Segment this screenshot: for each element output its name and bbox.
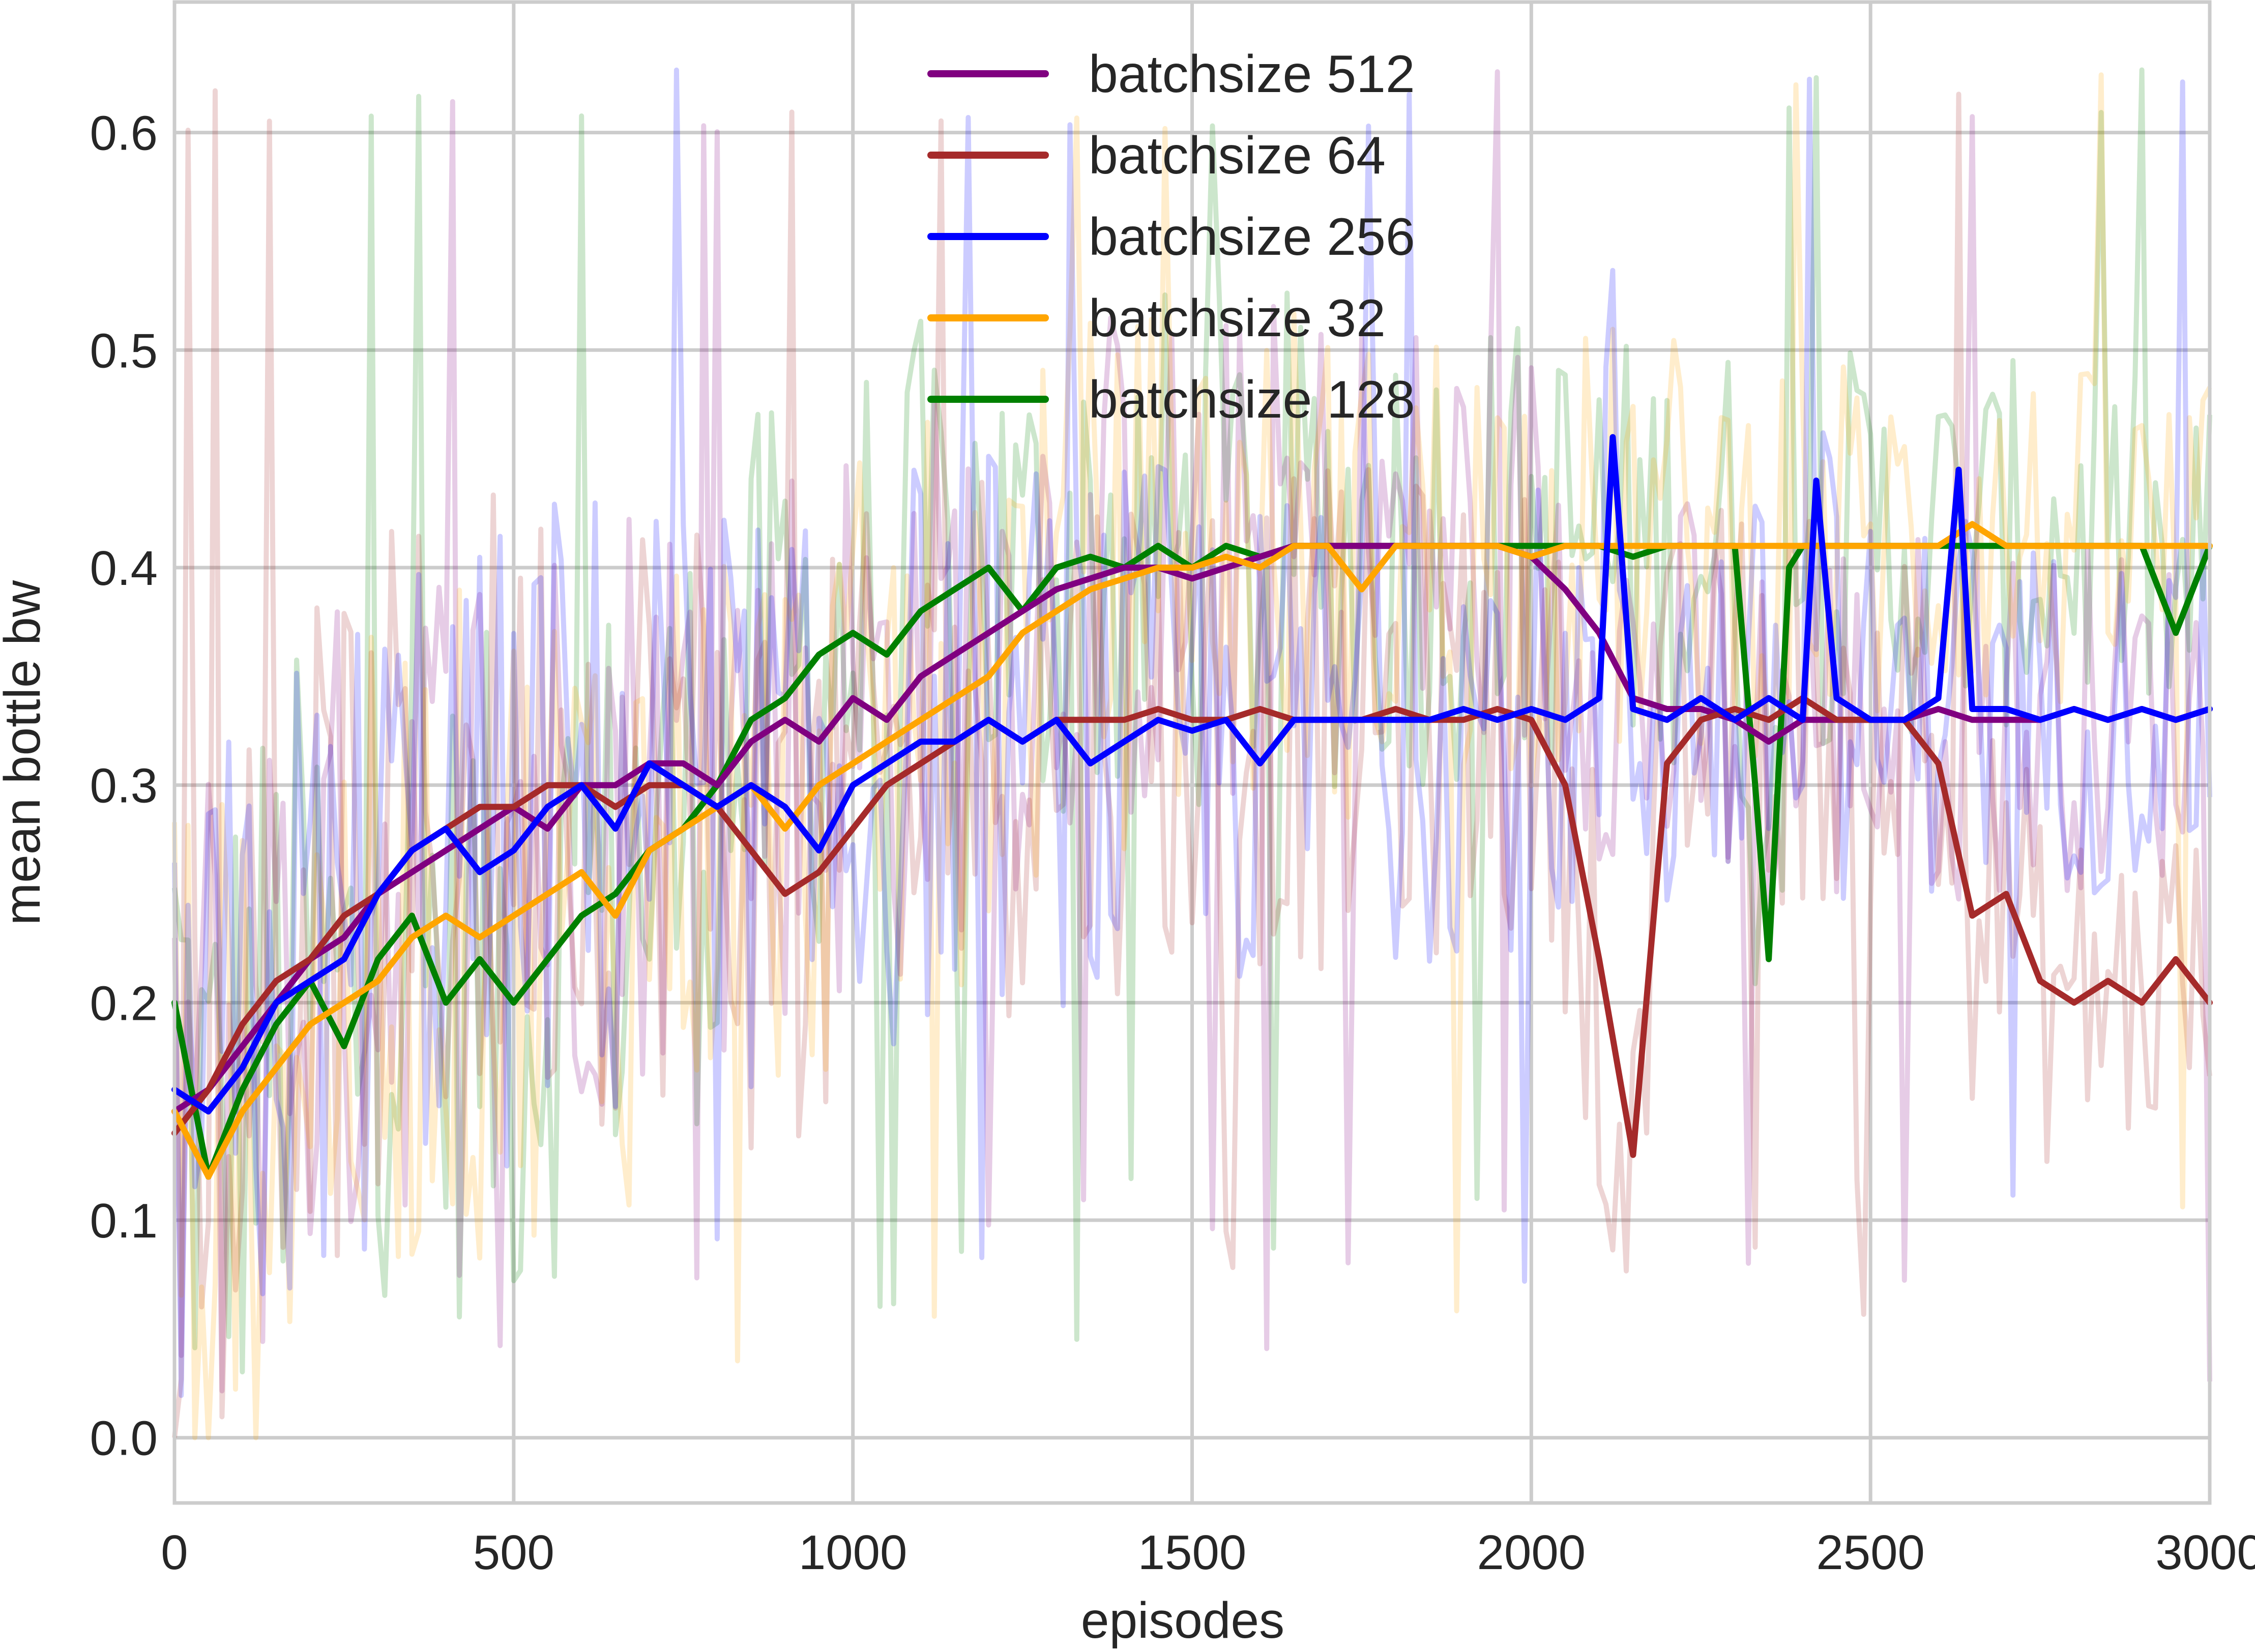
y-tick-label: 0.0 bbox=[90, 1411, 158, 1466]
raw-trace-3 bbox=[172, 72, 2212, 1440]
plot-frame bbox=[172, 0, 2212, 1505]
y-tick-label: 0.5 bbox=[90, 323, 158, 378]
raw-trace-1 bbox=[172, 88, 2212, 1438]
legend: batchsize 512 batchsize 64 batchsize 256 ba… bbox=[927, 45, 1415, 429]
raw-trace-4 bbox=[172, 67, 2212, 1375]
y-tick-labels: 0.0 0.1 0.2 0.3 0.4 0.5 0.6 bbox=[90, 106, 158, 1466]
series-line-2 bbox=[171, 434, 2213, 1115]
x-tick-label: 1500 bbox=[1138, 1525, 1247, 1580]
series-line-3 bbox=[171, 521, 2213, 1180]
y-axis-label: mean bottle bw bbox=[0, 580, 51, 925]
legend-label-0: batchsize 512 bbox=[1089, 45, 1415, 104]
x-tick-label: 2500 bbox=[1816, 1525, 1925, 1580]
x-tick-label: 3000 bbox=[2155, 1525, 2255, 1580]
x-tick-label: 500 bbox=[473, 1525, 554, 1580]
series-layer bbox=[171, 434, 2213, 1180]
legend-label-2: batchsize 256 bbox=[1089, 208, 1415, 267]
y-tick-label: 0.3 bbox=[90, 759, 158, 813]
raw-trace-2 bbox=[172, 67, 2212, 1398]
grid bbox=[172, 2, 2212, 1503]
x-axis-label: episodes bbox=[1081, 1592, 1284, 1649]
legend-label-1: batchsize 64 bbox=[1089, 126, 1386, 185]
x-tick-label: 0 bbox=[161, 1525, 188, 1580]
legend-label-3: batchsize 32 bbox=[1089, 289, 1386, 348]
y-tick-label: 0.1 bbox=[90, 1194, 158, 1248]
y-tick-label: 0.6 bbox=[90, 106, 158, 161]
y-tick-label: 0.4 bbox=[90, 541, 158, 596]
legend-label-4: batchsize 128 bbox=[1089, 370, 1415, 429]
x-tick-labels: 0 500 1000 1500 2000 2500 3000 bbox=[161, 1525, 2255, 1580]
x-tick-label: 1000 bbox=[799, 1525, 907, 1580]
x-tick-label: 2000 bbox=[1477, 1525, 1586, 1580]
y-tick-label: 0.2 bbox=[90, 976, 158, 1030]
